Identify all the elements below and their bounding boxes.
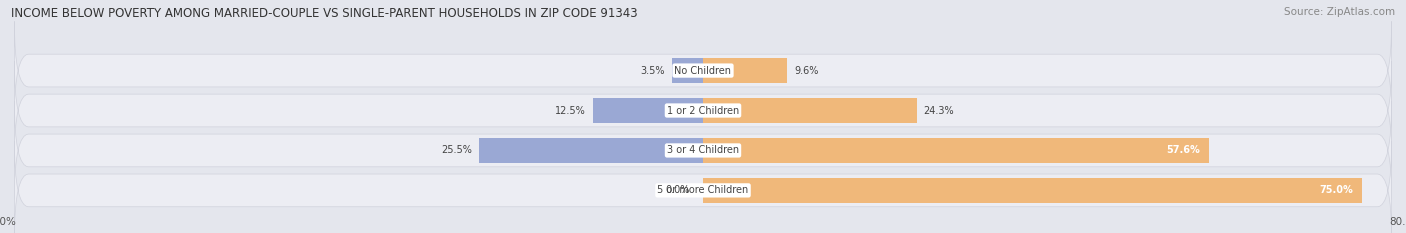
Bar xyxy=(703,58,787,83)
Bar xyxy=(703,98,917,123)
Text: Source: ZipAtlas.com: Source: ZipAtlas.com xyxy=(1284,7,1395,17)
Text: 3 or 4 Children: 3 or 4 Children xyxy=(666,145,740,155)
Text: 0.0%: 0.0% xyxy=(665,185,690,195)
Text: No Children: No Children xyxy=(675,65,731,75)
Text: 9.6%: 9.6% xyxy=(794,65,818,75)
Text: 25.5%: 25.5% xyxy=(441,145,472,155)
Text: 1 or 2 Children: 1 or 2 Children xyxy=(666,106,740,116)
Text: 3.5%: 3.5% xyxy=(641,65,665,75)
Text: 75.0%: 75.0% xyxy=(1319,185,1354,195)
Bar xyxy=(479,138,703,163)
Text: INCOME BELOW POVERTY AMONG MARRIED-COUPLE VS SINGLE-PARENT HOUSEHOLDS IN ZIP COD: INCOME BELOW POVERTY AMONG MARRIED-COUPL… xyxy=(11,7,638,20)
FancyBboxPatch shape xyxy=(14,21,1392,120)
Text: 12.5%: 12.5% xyxy=(555,106,586,116)
Bar xyxy=(703,138,1209,163)
FancyBboxPatch shape xyxy=(14,61,1392,160)
FancyBboxPatch shape xyxy=(14,101,1392,200)
FancyBboxPatch shape xyxy=(14,141,1392,233)
Text: 5 or more Children: 5 or more Children xyxy=(658,185,748,195)
Bar xyxy=(672,58,703,83)
Bar xyxy=(593,98,703,123)
Bar xyxy=(703,178,1362,203)
Text: 57.6%: 57.6% xyxy=(1167,145,1201,155)
Text: 24.3%: 24.3% xyxy=(924,106,955,116)
